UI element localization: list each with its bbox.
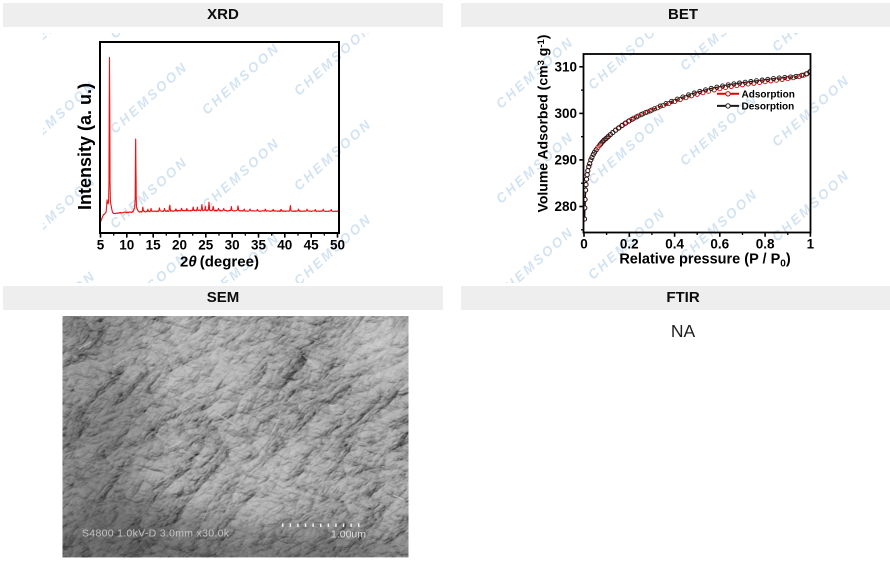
svg-text:290: 290 (554, 153, 577, 168)
svg-text:30: 30 (225, 238, 240, 253)
svg-text:Volume Adsorbed (cm3 g-1): Volume Adsorbed (cm3 g-1) (535, 35, 551, 213)
svg-text:0.8: 0.8 (756, 237, 775, 252)
svg-text:CHEMSOON: CHEMSOON (493, 224, 577, 302)
svg-text:1: 1 (807, 237, 815, 252)
svg-text:50: 50 (330, 238, 345, 253)
svg-text:310: 310 (554, 60, 577, 75)
svg-text:40: 40 (277, 238, 292, 253)
svg-text:Relative pressure (P / P0): Relative pressure (P / P0) (619, 252, 791, 270)
svg-text:CHEMSOON: CHEMSOON (769, 0, 853, 55)
svg-text:280: 280 (554, 199, 577, 214)
svg-text:Desorption: Desorption (742, 102, 795, 113)
svg-text:CHEMSOON: CHEMSOON (107, 0, 191, 42)
svg-text:0.4: 0.4 (665, 237, 684, 252)
svg-text:0: 0 (580, 237, 588, 252)
svg-text:5: 5 (97, 238, 105, 253)
svg-text:2θ (degree): 2θ (degree) (180, 254, 259, 271)
svg-text:CHEMSOON: CHEMSOON (199, 135, 283, 213)
svg-text:CHEMSOON: CHEMSOON (291, 21, 375, 99)
svg-text:0.2: 0.2 (620, 237, 639, 252)
svg-text:Adsorption: Adsorption (742, 90, 795, 101)
svg-text:CHEMSOON: CHEMSOON (107, 249, 191, 327)
svg-text:CHEMSOON: CHEMSOON (291, 116, 375, 194)
svg-text:CHEMSOON: CHEMSOON (677, 0, 761, 74)
svg-text:CHEMSOON: CHEMSOON (861, 53, 890, 131)
svg-text:20: 20 (172, 238, 187, 253)
svg-text:35: 35 (251, 238, 267, 253)
svg-text:CHEMSOON: CHEMSOON (199, 40, 283, 118)
svg-text:0.6: 0.6 (710, 237, 729, 252)
svg-text:CHEMSOON: CHEMSOON (107, 154, 191, 232)
svg-text:25: 25 (198, 238, 214, 253)
svg-text:15: 15 (146, 238, 162, 253)
svg-text:CHEMSOON: CHEMSOON (861, 0, 890, 36)
svg-text:CHEMSOON: CHEMSOON (861, 148, 890, 226)
svg-text:CHEMSOON: CHEMSOON (107, 59, 191, 137)
svg-text:45: 45 (304, 238, 320, 253)
svg-text:10: 10 (119, 238, 134, 253)
svg-text:S4800 1.0kV-D 3.0mm x30.0k: S4800 1.0kV-D 3.0mm x30.0k (82, 528, 230, 540)
svg-text:Intensity (a. u.): Intensity (a. u.) (75, 83, 95, 210)
svg-text:CHEMSOON: CHEMSOON (15, 0, 99, 61)
svg-text:1.00um: 1.00um (331, 529, 366, 541)
svg-text:300: 300 (554, 106, 577, 121)
